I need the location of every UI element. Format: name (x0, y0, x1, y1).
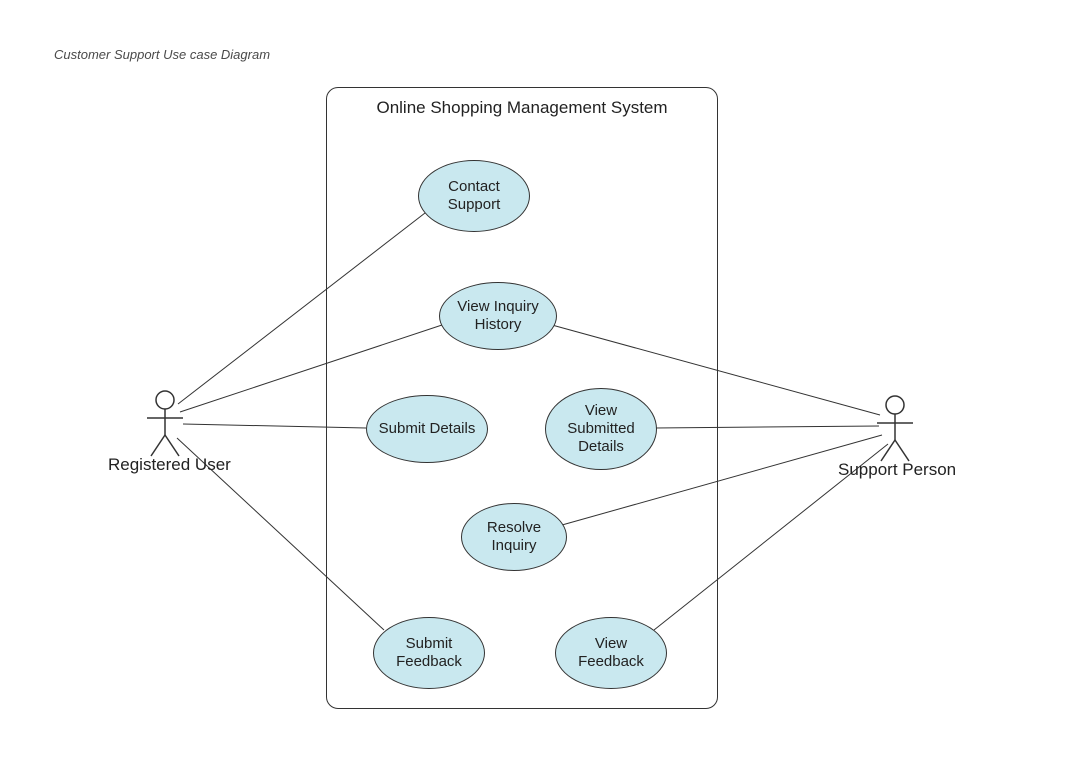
diagram-title: Customer Support Use case Diagram (54, 47, 270, 62)
system-title: Online Shopping Management System (327, 98, 717, 118)
usecase-submit-feedback: SubmitFeedback (373, 617, 485, 689)
usecase-resolve-inquiry: ResolveInquiry (461, 503, 567, 571)
usecase-view-inquiry-history: View InquiryHistory (439, 282, 557, 350)
usecase-contact-support: ContactSupport (418, 160, 530, 232)
usecase-view-submitted-details: ViewSubmittedDetails (545, 388, 657, 470)
actor-registered-user-label: Registered User (108, 455, 231, 475)
usecase-view-feedback: ViewFeedback (555, 617, 667, 689)
actor-registered-user-icon (145, 390, 185, 460)
actor-support-person-label: Support Person (838, 460, 956, 480)
usecase-submit-details: Submit Details (366, 395, 488, 463)
actor-support-person-icon (875, 395, 915, 465)
